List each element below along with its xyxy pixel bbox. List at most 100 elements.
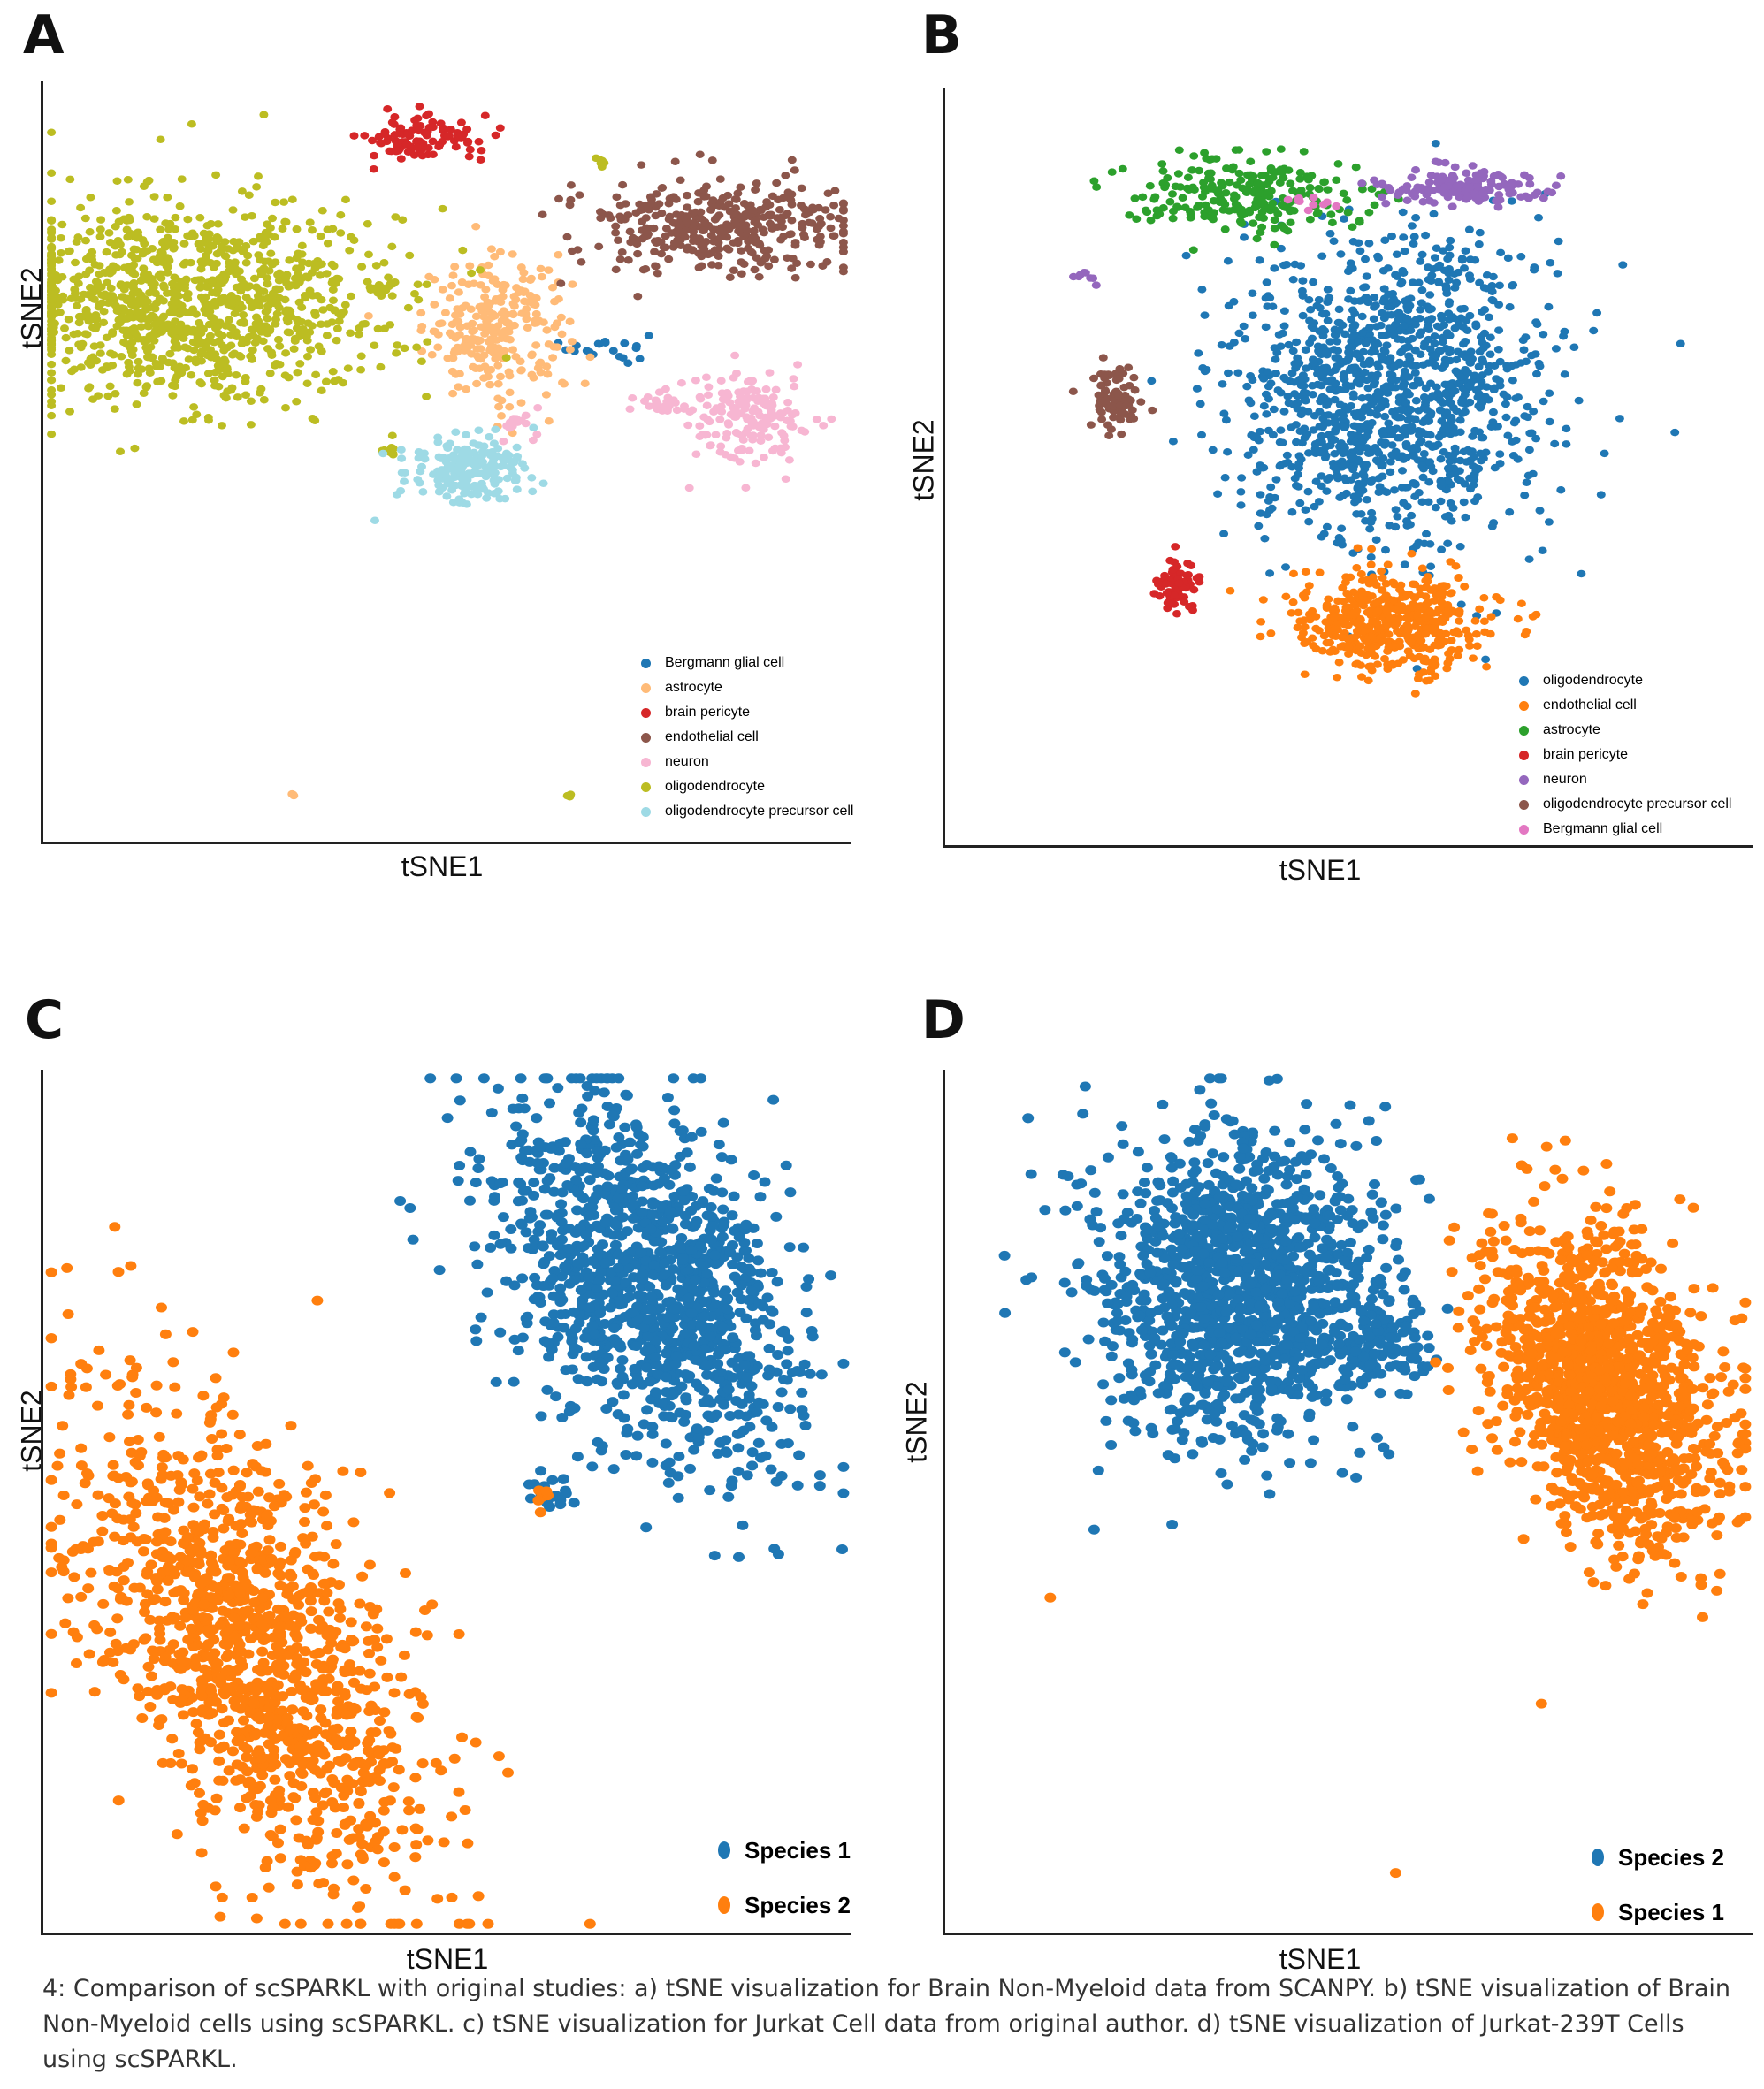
data-point (413, 143, 423, 152)
data-point (1346, 286, 1355, 295)
data-point (691, 450, 701, 459)
data-point (196, 245, 206, 253)
data-point (201, 293, 210, 301)
data-point (1091, 281, 1101, 289)
data-point (688, 246, 698, 255)
data-point (368, 136, 377, 145)
data-point (467, 269, 477, 278)
data-point (1221, 189, 1231, 197)
legend-item: neuron (1519, 767, 1731, 792)
data-point (1281, 592, 1291, 601)
data-point (379, 259, 389, 267)
series-oligodendrocyte (1147, 139, 1685, 673)
data-point (691, 376, 700, 385)
data-point (1390, 580, 1400, 589)
data-point (1363, 432, 1372, 440)
data-point (786, 196, 796, 204)
data-point (170, 363, 179, 372)
data-point (239, 310, 248, 319)
data-point (711, 431, 721, 438)
data-point (1367, 649, 1377, 658)
data-point (1451, 367, 1461, 376)
data-point (764, 246, 774, 255)
data-point (1514, 393, 1523, 401)
data-point (511, 295, 521, 304)
data-point (47, 344, 57, 353)
data-point (1485, 333, 1495, 341)
data-point (1461, 247, 1470, 255)
data-point (1339, 372, 1348, 380)
data-point (838, 199, 848, 207)
data-point (1424, 179, 1434, 187)
data-point (474, 426, 484, 434)
data-point (247, 325, 256, 333)
data-point (657, 249, 666, 258)
data-point (123, 176, 133, 184)
data-point (1436, 396, 1446, 405)
data-point (1349, 600, 1359, 609)
data-point (1400, 560, 1409, 568)
data-point (512, 1346, 524, 1356)
data-point (1332, 466, 1341, 475)
data-point (125, 295, 134, 303)
data-point (116, 316, 126, 324)
data-point (508, 309, 518, 318)
data-point (781, 211, 790, 220)
data-point (1428, 443, 1438, 452)
data-point (1457, 397, 1467, 405)
legend-a: Bergmann glial cell astrocyte brain pericy… (641, 651, 853, 824)
data-point (424, 110, 433, 118)
data-point (1333, 422, 1342, 430)
data-point (1294, 196, 1303, 205)
data-point (611, 222, 621, 231)
data-point (1425, 458, 1435, 466)
data-point (537, 272, 546, 281)
data-point (469, 326, 478, 335)
data-point (1308, 607, 1317, 615)
data-point (136, 277, 146, 286)
data-point (136, 323, 146, 331)
data-point (787, 156, 797, 164)
data-point (462, 322, 472, 330)
data-point (676, 378, 686, 387)
data-point (1180, 598, 1189, 606)
data-point (1240, 233, 1249, 241)
data-point (1418, 473, 1428, 482)
data-point (73, 279, 83, 287)
data-point (516, 399, 526, 407)
data-point (497, 309, 507, 317)
data-point (297, 250, 307, 258)
data-point (1358, 627, 1368, 636)
data-point (759, 213, 768, 222)
data-point (813, 203, 823, 212)
data-point (1370, 201, 1379, 210)
data-point (274, 335, 283, 344)
data-point (1346, 573, 1355, 582)
data-point (756, 259, 766, 267)
data-point (683, 421, 693, 430)
data-point (1279, 322, 1289, 330)
data-point (1485, 362, 1494, 370)
data-point (562, 233, 572, 241)
data-point (709, 408, 719, 416)
data-point (1452, 355, 1462, 364)
data-point (1178, 194, 1187, 202)
data-point (1225, 207, 1234, 215)
data-point (1303, 487, 1313, 496)
data-point (1138, 193, 1148, 202)
data-point (1486, 613, 1496, 621)
data-point (1254, 437, 1264, 445)
data-point (393, 341, 402, 349)
data-point (696, 394, 706, 403)
data-point (1342, 196, 1352, 204)
data-point (132, 308, 141, 316)
data-point (1259, 463, 1269, 472)
data-point (201, 342, 210, 350)
data-point (1266, 629, 1276, 637)
data-point (1323, 316, 1333, 324)
data-point (1399, 455, 1409, 463)
data-point (284, 373, 294, 382)
data-point (100, 292, 110, 301)
data-point (477, 323, 486, 332)
data-point (443, 133, 453, 141)
